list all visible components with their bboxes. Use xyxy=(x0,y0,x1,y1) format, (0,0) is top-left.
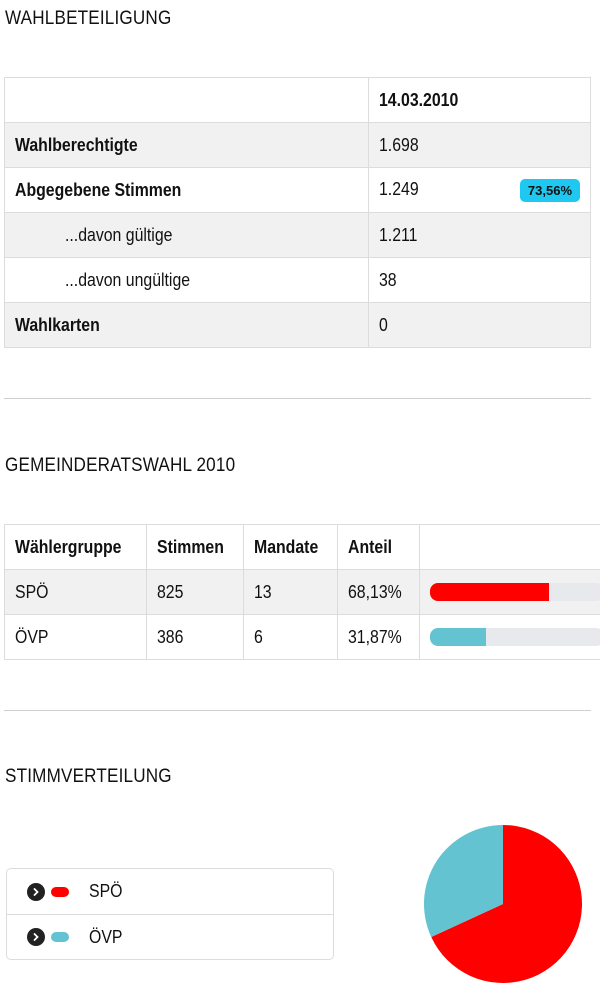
header-share: Anteil xyxy=(337,524,421,570)
share-bar-fill xyxy=(430,628,486,646)
legend-label: ÖVP xyxy=(89,926,123,947)
table-row: SPÖ 825 13 68,13% xyxy=(3,569,600,615)
row-label: Wahlberechtigte xyxy=(4,122,369,168)
share-bar-track xyxy=(430,583,600,601)
pie-slice-vp[interactable] xyxy=(424,825,503,938)
row-label: Abgegebene Stimmen xyxy=(4,167,369,213)
row-label: ...davon gültige xyxy=(4,212,369,258)
chevron-right-icon[interactable] xyxy=(27,928,45,946)
header-bar xyxy=(419,524,600,570)
vote-distribution-pie-chart xyxy=(424,825,582,983)
turnout-header-empty xyxy=(4,77,369,123)
header-party: Wählergruppe xyxy=(3,524,148,570)
legend-item-spoe[interactable]: SPÖ xyxy=(7,869,333,914)
results-header-row: Wählergruppe Stimmen Mandate Anteil xyxy=(3,524,600,570)
turnout-date-header: 14.03.2010 xyxy=(368,77,591,123)
party-seats: 6 xyxy=(243,614,339,660)
legend-swatch xyxy=(51,886,69,897)
pie-slice-sp[interactable] xyxy=(431,825,582,983)
turnout-table: 14.03.2010 Wahlberechtigte 1.698 Abgegeb… xyxy=(4,77,591,348)
table-row: Abgegebene Stimmen 1.249 73,56% xyxy=(4,167,591,213)
chart-legend: SPÖ ÖVP xyxy=(6,868,334,960)
row-value: 1.211 xyxy=(368,212,591,258)
row-label: ...davon ungültige xyxy=(4,257,369,303)
row-value: 0 xyxy=(368,302,591,348)
party-share: 31,87% xyxy=(337,614,421,660)
party-seats: 13 xyxy=(243,569,339,615)
party-votes: 825 xyxy=(146,569,245,615)
legend-swatch xyxy=(51,932,69,942)
row-value: 1.698 xyxy=(368,122,591,168)
results-table: Wählergruppe Stimmen Mandate Anteil SPÖ … xyxy=(3,524,600,660)
party-name: SPÖ xyxy=(3,569,148,615)
share-bar-track xyxy=(430,628,600,646)
table-row: Wahlkarten 0 xyxy=(4,302,591,348)
turnout-header-row: 14.03.2010 xyxy=(4,77,591,123)
distribution-title: STIMMVERTEILUNG xyxy=(5,766,172,787)
header-votes: Stimmen xyxy=(146,524,245,570)
section-divider xyxy=(4,398,591,399)
legend-item-oevp[interactable]: ÖVP xyxy=(7,914,333,959)
party-name: ÖVP xyxy=(3,614,148,660)
results-title: GEMEINDERATSWAHL 2010 xyxy=(5,455,236,476)
share-bar-cell xyxy=(419,569,600,615)
row-value: 38 xyxy=(368,257,591,303)
turnout-percentage-badge: 73,56% xyxy=(519,178,580,202)
table-row: Wahlberechtigte 1.698 xyxy=(4,122,591,168)
table-row: ÖVP 386 6 31,87% xyxy=(3,614,600,660)
turnout-title: WAHLBETEILIGUNG xyxy=(5,8,172,29)
share-bar-fill xyxy=(430,583,549,601)
row-value: 1.249 73,56% xyxy=(368,167,591,213)
legend-label: SPÖ xyxy=(89,881,123,901)
header-seats: Mandate xyxy=(243,524,339,570)
share-bar-cell xyxy=(419,614,600,660)
party-votes: 386 xyxy=(146,614,245,660)
row-label: Wahlkarten xyxy=(4,302,369,348)
chevron-right-icon[interactable] xyxy=(27,882,45,901)
table-row: ...davon gültige 1.211 xyxy=(4,212,591,258)
table-row: ...davon ungültige 38 xyxy=(4,257,591,303)
party-share: 68,13% xyxy=(337,569,421,615)
section-divider xyxy=(4,710,591,711)
